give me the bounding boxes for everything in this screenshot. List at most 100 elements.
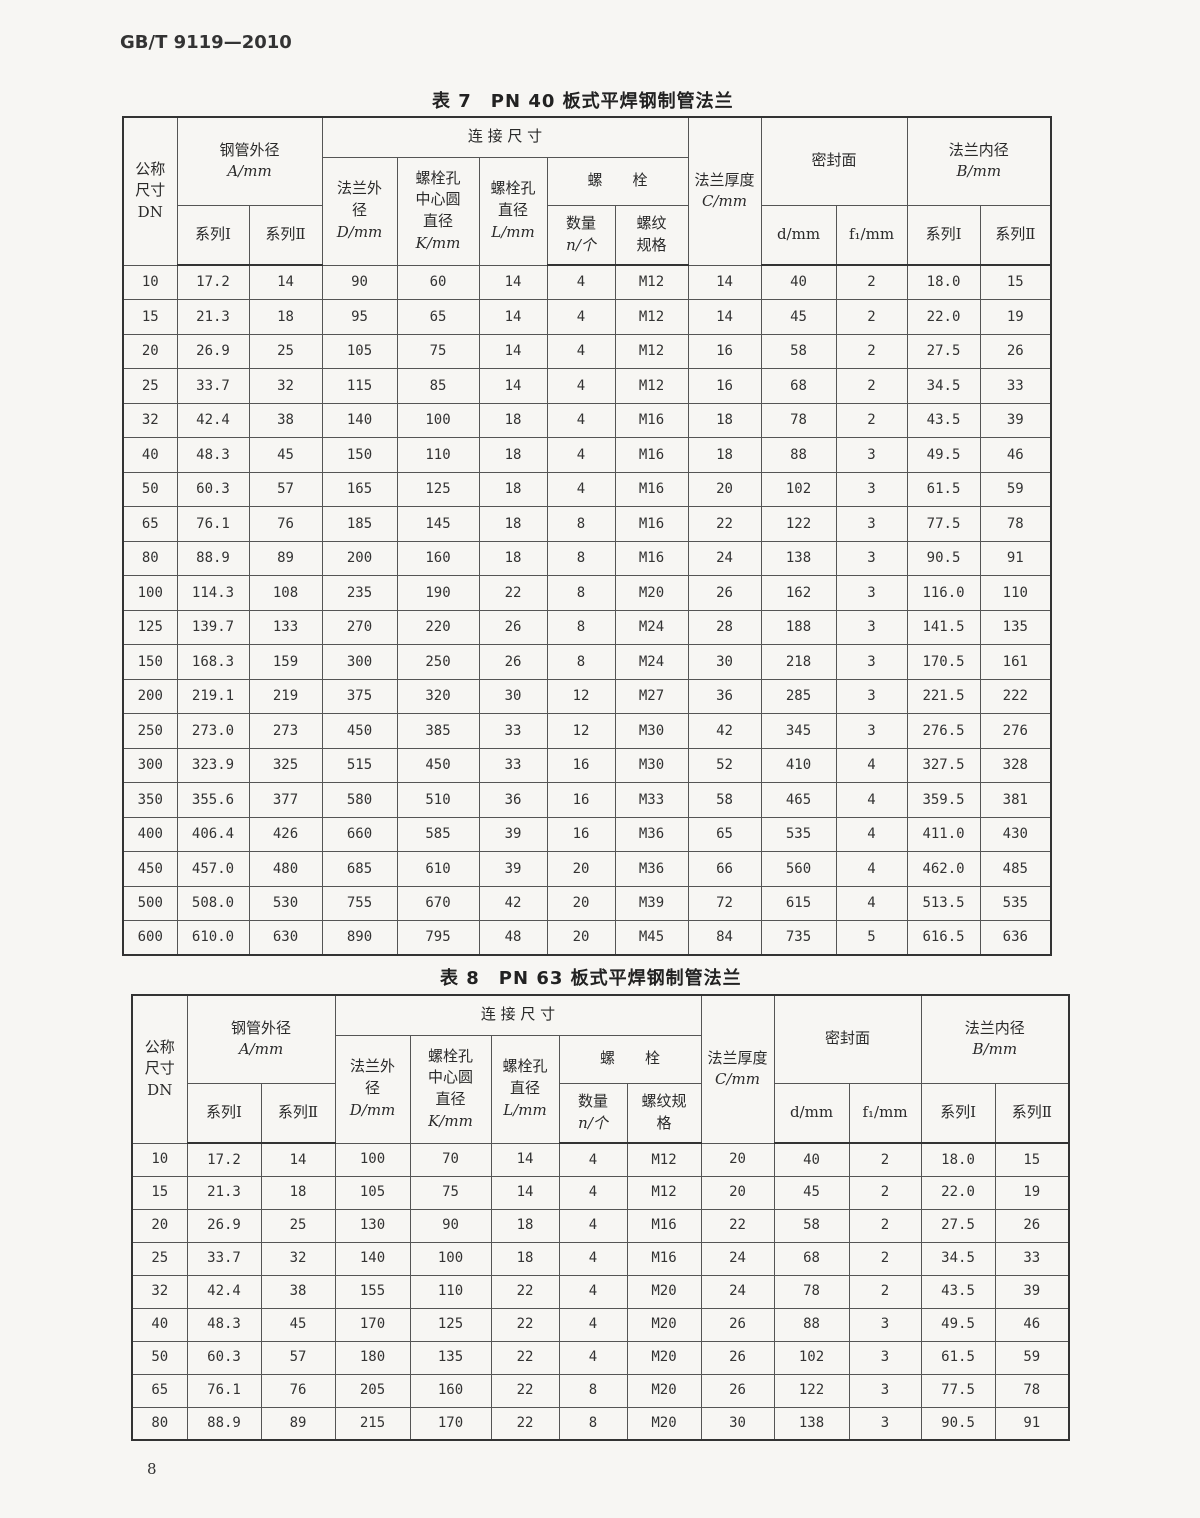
header-dn: 公称尺寸DN: [122, 116, 178, 266]
cell-flange-od: 375: [321, 678, 398, 714]
cell-dn: 500: [122, 885, 178, 921]
header-unit: A/mm: [238, 1040, 284, 1059]
header-series2: 系列Ⅱ: [979, 204, 1052, 266]
cell-pipe-od-series1: 508.0: [176, 885, 250, 921]
header-unit: B/mm: [972, 1040, 1018, 1059]
cell-pipe-od-series2: 14: [260, 1142, 336, 1177]
cell-pipe-od-series1: 21.3: [176, 299, 250, 335]
cell-bolt-circle: 75: [396, 333, 480, 369]
header-label: f₁/mm: [862, 1102, 908, 1121]
cell-bolt-thread: M12: [614, 333, 689, 369]
cell-seal-d: 88: [773, 1307, 850, 1342]
table-row: 350 355.6 377 580 510 36 16 M33 58 465 4 359.5 381: [122, 782, 1052, 818]
cell-flange-od: 205: [334, 1373, 411, 1408]
table-row: 25 33.7 32 140 100 18 4 M16 24 68 2 34.5 33: [131, 1241, 1070, 1276]
cell-pipe-od-series1: 48.3: [186, 1307, 262, 1342]
cell-bolt-hole: 14: [478, 299, 548, 335]
header-label: 法兰厚度: [707, 1048, 768, 1067]
header-unit: n/个: [578, 1113, 608, 1132]
header-label: f₁/mm: [848, 224, 895, 243]
cell-bolt-hole: 14: [478, 368, 548, 404]
cell-thickness: 18: [687, 437, 762, 473]
cell-bolt-thread: M33: [614, 782, 689, 818]
header-flange-od: 法兰外径 D/mm: [334, 1034, 411, 1144]
cell-seal-d: 88: [760, 437, 837, 473]
cell-flange-od: 95: [321, 299, 398, 335]
cell-bore-series2: 26: [994, 1208, 1070, 1243]
header-sealing: 密封面: [773, 994, 922, 1084]
cell-bore-series1: 276.5: [906, 713, 981, 749]
cell-bolt-thread: M45: [614, 920, 689, 956]
cell-seal-d: 45: [760, 299, 837, 335]
header-label: 螺栓孔中心圆直径: [415, 168, 461, 231]
cell-seal-f1: 2: [848, 1208, 922, 1243]
cell-bolt-hole: 14: [478, 264, 548, 300]
cell-bolt-thread: M16: [626, 1208, 702, 1243]
table-7-caption: 表 7 PN 40 板式平焊钢制管法兰: [432, 91, 734, 112]
cell-thickness: 22: [700, 1208, 775, 1243]
cell-pipe-od-series2: 480: [248, 851, 323, 887]
cell-bolt-thread: M12: [626, 1142, 702, 1177]
header-series1: 系列Ⅰ: [186, 1082, 262, 1144]
header-bolt-circle: 螺栓孔中心圆直径 K/mm: [396, 156, 480, 266]
cell-thickness: 26: [700, 1340, 775, 1375]
cell-bolt-circle: 135: [409, 1340, 492, 1375]
cell-seal-d: 345: [760, 713, 837, 749]
cell-pipe-od-series1: 355.6: [176, 782, 250, 818]
cell-seal-d: 410: [760, 747, 837, 783]
header-label: 螺 栓: [587, 171, 648, 190]
cell-seal-f1: 3: [835, 471, 908, 507]
header-bolt-thread: 螺纹规格: [626, 1082, 702, 1144]
cell-pipe-od-series2: 45: [260, 1307, 336, 1342]
cell-bolt-thread: M20: [626, 1307, 702, 1342]
header-series2: 系列Ⅱ: [248, 204, 323, 266]
cell-bore-series2: 91: [979, 540, 1052, 576]
header-label: 系列Ⅱ: [995, 224, 1036, 243]
cell-flange-od: 890: [321, 920, 398, 956]
cell-bore-series2: 59: [994, 1340, 1070, 1375]
header-label: 钢管外径: [231, 1018, 292, 1037]
cell-thickness: 36: [687, 678, 762, 714]
cell-bolt-circle: 90: [409, 1208, 492, 1243]
cell-seal-f1: 2: [835, 402, 908, 438]
cell-seal-d: 68: [773, 1241, 850, 1276]
cell-bolt-hole: 39: [478, 816, 548, 852]
cell-bolt-hole: 33: [478, 747, 548, 783]
header-bolt-thread: 螺纹规格: [614, 204, 689, 266]
cell-bolt-hole: 18: [490, 1208, 560, 1243]
cell-seal-d: 138: [760, 540, 837, 576]
header-label: d/mm: [789, 1102, 834, 1121]
cell-pipe-od-series2: 325: [248, 747, 323, 783]
cell-pipe-od-series1: 219.1: [176, 678, 250, 714]
table-row: 40 48.3 45 170 125 22 4 M20 26 88 3 49.5 46: [131, 1307, 1070, 1342]
cell-bore-series1: 116.0: [906, 575, 981, 611]
cell-pipe-od-series2: 76: [248, 506, 323, 542]
cell-flange-od: 580: [321, 782, 398, 818]
cell-seal-f1: 4: [835, 851, 908, 887]
table-row: 15 21.3 18 95 65 14 4 M12 14 45 2 22.0 19: [122, 299, 1052, 335]
cell-bore-series1: 170.5: [906, 644, 981, 680]
cell-pipe-od-series2: 57: [248, 471, 323, 507]
cell-bolt-circle: 795: [396, 920, 480, 956]
cell-pipe-od-series2: 273: [248, 713, 323, 749]
header-connection: 连 接 尺 寸: [321, 116, 689, 158]
cell-thickness: 58: [687, 782, 762, 818]
header-label: 密封面: [811, 151, 857, 170]
cell-bore-series1: 616.5: [906, 920, 981, 956]
cell-pipe-od-series1: 610.0: [176, 920, 250, 956]
header-label: 系列Ⅰ: [206, 1102, 242, 1121]
cell-bolt-qty: 8: [558, 1406, 628, 1441]
cell-dn: 400: [122, 816, 178, 852]
cell-bore-series1: 359.5: [906, 782, 981, 818]
cell-flange-od: 150: [321, 437, 398, 473]
header-unit: L/mm: [503, 1100, 547, 1119]
cell-pipe-od-series1: 21.3: [186, 1175, 262, 1210]
cell-seal-f1: 2: [848, 1274, 922, 1309]
cell-seal-f1: 2: [848, 1241, 922, 1276]
cell-bolt-thread: M20: [626, 1373, 702, 1408]
cell-bolt-thread: M39: [614, 885, 689, 921]
cell-seal-f1: 2: [848, 1142, 922, 1177]
cell-dn: 100: [122, 575, 178, 611]
cell-seal-f1: 3: [835, 506, 908, 542]
cell-flange-od: 180: [334, 1340, 411, 1375]
